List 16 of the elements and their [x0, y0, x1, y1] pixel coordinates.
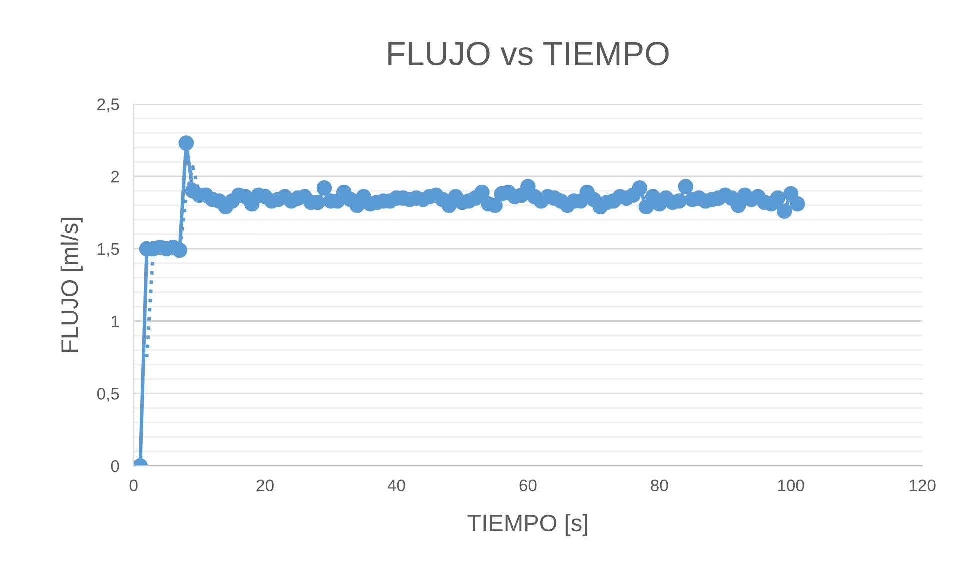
x-tick-label: 120	[910, 480, 936, 492]
y-tick-label: 1,5	[98, 244, 120, 258]
y-tick-label: 1	[112, 316, 120, 328]
x-tick-label: 60	[520, 480, 537, 492]
x-tick-label: 100	[778, 480, 804, 492]
x-axis-title: TIEMPO [s]	[468, 514, 588, 536]
x-tick-label: 0	[130, 480, 138, 492]
y-tick-label: 0,5	[97, 388, 120, 402]
x-tick-label: 40	[388, 480, 406, 492]
y-tick-label: 0	[111, 460, 120, 472]
y-tick-label: 2	[112, 170, 120, 183]
chart-title: FLUJO vs TIEMPO	[388, 42, 669, 66]
y-tick-label: 2,5	[98, 98, 120, 112]
x-tick-label: 20	[256, 480, 274, 492]
x-tick-label: 80	[651, 480, 668, 492]
y-axis-title: FLUJO [ml/s]	[60, 218, 83, 352]
